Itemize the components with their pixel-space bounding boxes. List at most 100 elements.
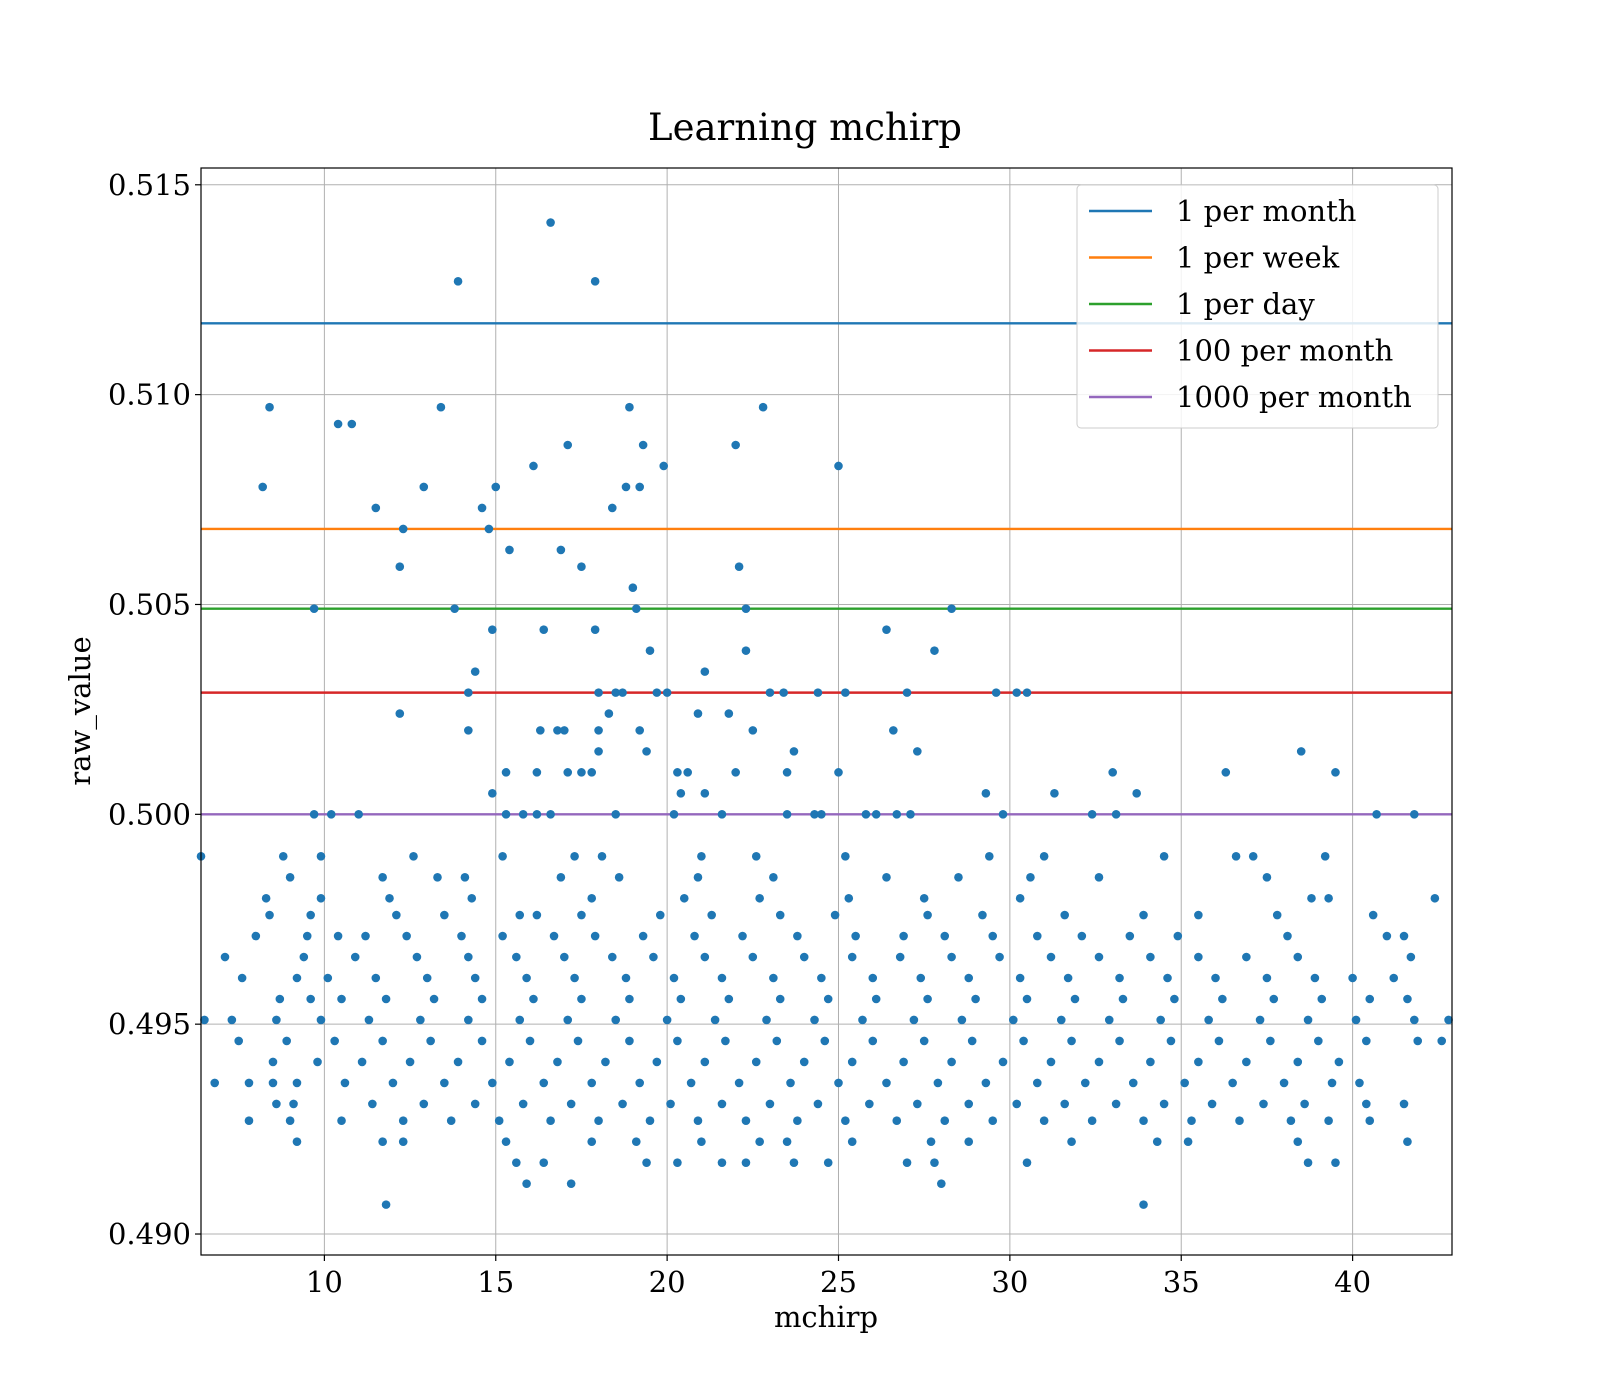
data-point xyxy=(1067,1036,1076,1046)
data-point xyxy=(1060,910,1070,920)
data-point xyxy=(789,747,799,756)
data-point xyxy=(1015,893,1025,903)
data-point xyxy=(731,768,740,777)
data-point xyxy=(426,1036,435,1046)
data-point xyxy=(381,1200,391,1209)
data-point xyxy=(1094,1057,1104,1067)
data-point xyxy=(1187,1116,1196,1125)
data-point xyxy=(741,1116,751,1125)
data-point xyxy=(381,994,391,1004)
data-point xyxy=(453,1057,463,1067)
data-point xyxy=(282,1036,291,1046)
data-point xyxy=(330,1036,339,1046)
data-point xyxy=(1262,872,1272,882)
data-point xyxy=(991,688,1001,697)
data-point xyxy=(316,851,326,861)
y-tick-label: 0.515 xyxy=(108,168,191,202)
data-point xyxy=(515,910,525,920)
data-point xyxy=(450,604,459,613)
data-point xyxy=(865,1099,874,1109)
data-point xyxy=(978,910,987,920)
data-point xyxy=(789,1158,799,1167)
data-point xyxy=(1242,1057,1251,1067)
data-point xyxy=(700,789,710,798)
y-tick-label: 0.500 xyxy=(108,797,191,831)
data-point xyxy=(683,768,692,777)
data-point xyxy=(539,625,549,634)
data-point xyxy=(371,503,381,513)
data-point xyxy=(309,604,319,613)
data-point xyxy=(272,1099,281,1109)
data-point xyxy=(769,973,778,983)
data-point xyxy=(570,851,579,861)
data-point xyxy=(957,1015,967,1025)
data-point xyxy=(467,893,477,903)
data-point xyxy=(967,1036,977,1046)
data-point xyxy=(607,952,617,962)
data-point xyxy=(937,1179,946,1188)
data-point xyxy=(597,851,607,861)
data-point xyxy=(1125,931,1135,941)
data-point xyxy=(563,1015,573,1025)
legend-label: 1 per week xyxy=(1176,241,1340,275)
data-point xyxy=(1115,1036,1124,1046)
data-point xyxy=(1032,931,1042,941)
data-point xyxy=(333,419,343,429)
x-tick-label: 30 xyxy=(991,1265,1028,1299)
data-point xyxy=(244,1078,254,1088)
data-point xyxy=(625,1036,634,1046)
data-point xyxy=(847,952,857,962)
data-point xyxy=(697,1137,706,1146)
data-point xyxy=(782,768,792,777)
data-point xyxy=(419,1099,429,1109)
data-point xyxy=(488,789,497,798)
data-point xyxy=(673,1036,682,1046)
data-point xyxy=(556,872,566,882)
data-point xyxy=(560,726,569,735)
data-point xyxy=(1050,789,1059,798)
data-point xyxy=(278,851,288,861)
data-point xyxy=(501,768,511,777)
data-point xyxy=(405,1057,415,1067)
data-point xyxy=(1348,973,1357,983)
data-point xyxy=(652,1057,662,1067)
data-point xyxy=(635,726,645,735)
data-point xyxy=(340,1078,350,1088)
data-point xyxy=(666,1099,675,1109)
data-point xyxy=(1146,1057,1155,1067)
data-point xyxy=(1293,952,1303,962)
data-point xyxy=(741,646,751,655)
data-point xyxy=(748,952,758,962)
data-point xyxy=(1132,789,1141,798)
data-point xyxy=(429,994,439,1004)
data-point xyxy=(841,851,850,861)
data-point xyxy=(436,402,446,412)
data-point xyxy=(642,1158,651,1167)
data-point xyxy=(587,893,597,903)
data-point xyxy=(868,973,878,983)
data-point xyxy=(1118,994,1128,1004)
data-point xyxy=(460,872,470,882)
data-point xyxy=(470,667,480,676)
data-point xyxy=(690,931,699,941)
data-point xyxy=(590,277,600,286)
data-point xyxy=(1279,1078,1289,1088)
data-point xyxy=(1080,1078,1090,1088)
data-point xyxy=(916,973,926,983)
data-point xyxy=(1046,1057,1056,1067)
data-point xyxy=(700,667,710,676)
data-point xyxy=(1293,1137,1303,1146)
data-point xyxy=(1211,973,1220,983)
data-point xyxy=(1019,1036,1028,1046)
data-point xyxy=(385,893,394,903)
data-point xyxy=(453,277,463,286)
data-point xyxy=(762,1015,771,1025)
data-point xyxy=(1317,994,1327,1004)
data-point xyxy=(532,910,542,920)
data-point xyxy=(1139,1116,1148,1125)
data-point xyxy=(1108,768,1117,777)
data-point xyxy=(1266,1036,1275,1046)
data-point xyxy=(1194,952,1203,962)
data-point xyxy=(1015,973,1025,983)
data-point xyxy=(638,440,648,450)
